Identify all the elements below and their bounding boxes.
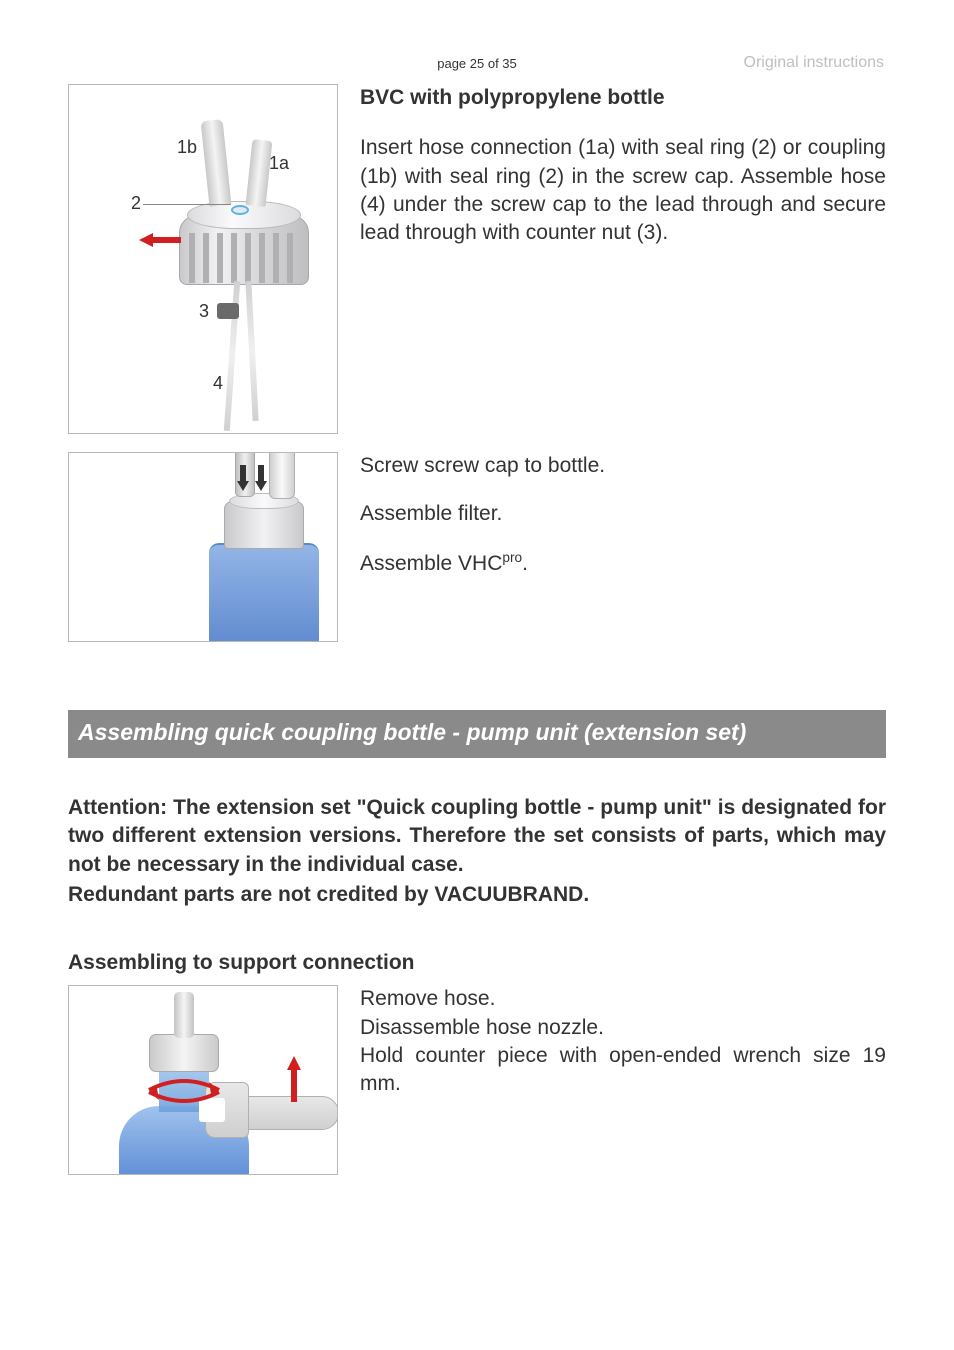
- section-bar-quick-coupling: Assembling quick coupling bottle - pump …: [68, 710, 886, 758]
- page-number: page 25 of 35: [437, 56, 517, 71]
- row-screw-cap-to-bottle: Screw screw cap to bottle. Assemble filt…: [68, 452, 886, 642]
- vhc-text-pre: Assemble VHC: [360, 552, 502, 575]
- filter-shape: [269, 452, 295, 499]
- page-content: 1b 1a 2 3 4 BVC with polypropylene bottl…: [68, 84, 886, 1175]
- cap-rib: [287, 233, 293, 283]
- seal-ring-shape: [231, 205, 249, 215]
- para-insert-hose: Insert hose connection (1a) with seal ri…: [360, 134, 886, 247]
- arrow-up-icon: [287, 1056, 301, 1102]
- vhc-sup: pro: [502, 550, 522, 565]
- arrow-down-icon: [237, 465, 249, 491]
- bottle-shape: [209, 543, 319, 642]
- hose-nozzle-shape: [174, 992, 194, 1038]
- arrow-left-icon: [139, 233, 181, 247]
- line-screw-cap: Screw screw cap to bottle.: [360, 452, 886, 480]
- original-instructions-label: Original instructions: [744, 54, 885, 72]
- label-4: 4: [213, 373, 223, 394]
- coupling-1b-shape: [201, 119, 232, 207]
- attention-paragraph: Attention: The extension set "Quick coup…: [68, 794, 886, 879]
- line-disassemble-nozzle: Disassemble hose nozzle.: [360, 1014, 886, 1042]
- cap-rib: [231, 233, 237, 283]
- text-support-connection: Remove hose. Disassemble hose nozzle. Ho…: [360, 985, 886, 1175]
- cap-rib: [217, 233, 223, 283]
- label-1b: 1b: [177, 137, 197, 158]
- figure-remove-hose-nozzle: [68, 985, 338, 1175]
- line-hold-counter-piece: Hold counter piece with open-ended wrenc…: [360, 1042, 886, 1099]
- label-2: 2: [131, 193, 141, 214]
- cap-rib: [245, 233, 251, 283]
- cap-rib: [259, 233, 265, 283]
- line-assemble-filter: Assemble filter.: [360, 500, 886, 528]
- row-bvc-bottle: 1b 1a 2 3 4 BVC with polypropylene bottl…: [68, 84, 886, 434]
- cap-rib: [273, 233, 279, 283]
- text-bvc-bottle: BVC with polypropylene bottle Insert hos…: [360, 84, 886, 434]
- vhc-text-post: .: [522, 552, 528, 575]
- label-1a: 1a: [269, 153, 289, 174]
- cap-rib: [203, 233, 209, 283]
- line-assemble-vhc: Assemble VHCpro.: [360, 549, 886, 578]
- redundant-parts-line: Redundant parts are not credited by VACU…: [68, 881, 886, 909]
- leader-line: [143, 204, 231, 205]
- text-assemble-steps: Screw screw cap to bottle. Assemble filt…: [360, 452, 886, 642]
- cap-shape: [149, 1034, 219, 1072]
- heading-support-connection: Assembling to support connection: [68, 951, 886, 975]
- heading-bvc-pp-bottle: BVC with polypropylene bottle: [360, 84, 886, 112]
- cap-rib: [189, 233, 195, 283]
- arrow-down-icon: [255, 465, 267, 491]
- label-3: 3: [199, 301, 209, 322]
- counter-nut-shape: [217, 303, 239, 319]
- figure-cap-to-bottle: [68, 452, 338, 642]
- line-remove-hose: Remove hose.: [360, 985, 886, 1013]
- hose-tube-shape: [245, 281, 258, 421]
- figure-screw-cap-parts: 1b 1a 2 3 4: [68, 84, 338, 434]
- row-support-connection: Remove hose. Disassemble hose nozzle. Ho…: [68, 985, 886, 1175]
- rotate-arrow-icon: [137, 1076, 231, 1104]
